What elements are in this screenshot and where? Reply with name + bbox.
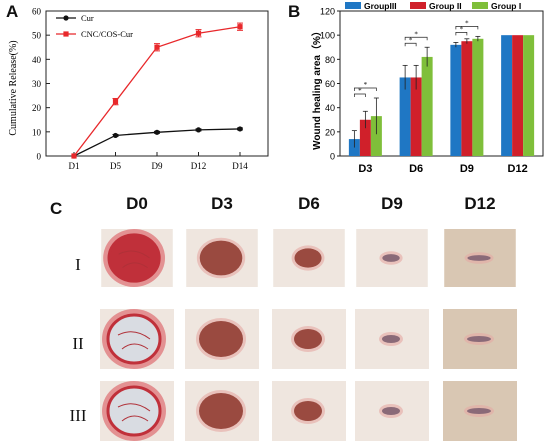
bar-D12-0 — [501, 35, 513, 156]
significance-bracket — [354, 93, 366, 97]
data-point — [154, 44, 160, 50]
legend-swatch — [345, 2, 361, 9]
significance-marker: * — [358, 87, 362, 95]
data-point — [195, 127, 202, 133]
x-tick-label: D12 — [508, 163, 528, 175]
significance-marker: * — [465, 19, 469, 27]
significance-bracket — [404, 36, 428, 41]
panel-a-label: A — [6, 2, 19, 21]
wound-photo-1-d0 — [101, 229, 173, 287]
data-point — [112, 99, 119, 105]
column-header-d0: D0 — [126, 194, 148, 213]
y-tick-label: 50 — [32, 31, 42, 41]
x-tick-label: D5 — [110, 161, 121, 171]
x-tick-label: D9 — [460, 163, 474, 175]
wound-photo-grid: C D0 D3 D6 D9 D12 I II III — [0, 194, 550, 441]
row-label-2: II — [72, 334, 84, 353]
bar-D6-0 — [399, 77, 411, 156]
y-tick-label: 40 — [325, 103, 335, 113]
legend-label: GroupIII — [364, 1, 397, 11]
data-point — [195, 30, 202, 36]
bar-D9-2 — [472, 38, 484, 156]
legend-label: Cur — [81, 13, 94, 23]
wound-photo-3-d3 — [185, 381, 259, 441]
column-header-d3: D3 — [211, 194, 233, 213]
significance-bracket — [455, 26, 479, 30]
bar-D12-2 — [523, 35, 535, 156]
data-point — [71, 153, 77, 159]
wound-photo-1-d6 — [273, 229, 345, 287]
row-label-1: I — [75, 255, 81, 274]
legend-label: CNC/COS-Cur — [81, 29, 133, 39]
column-header-d6: D6 — [298, 194, 320, 213]
wound-photo-3-d0 — [100, 381, 174, 441]
y-tick-label: 100 — [320, 31, 335, 41]
wound-photo-3-d12 — [443, 381, 517, 441]
bar-D6-1 — [410, 77, 422, 156]
data-point — [112, 132, 119, 139]
legend-marker — [63, 31, 69, 37]
wound-photo-2-d0 — [100, 309, 174, 369]
significance-bracket — [455, 32, 468, 36]
significance-marker: * — [409, 36, 413, 44]
y-tick-label: 20 — [32, 103, 42, 113]
wound-photo-3-d9 — [355, 381, 429, 441]
legend-swatch — [472, 2, 488, 9]
wound-photo-1-d3 — [186, 229, 258, 287]
significance-marker: * — [414, 30, 418, 38]
cumulative-release-chart: Cumulative Release(%) 0 10 20 30 40 50 60 D1 D5… — [8, 7, 269, 171]
row-label-3: III — [69, 406, 87, 425]
wound-photo-2-d3 — [185, 309, 259, 369]
significance-marker: * — [460, 25, 464, 33]
bar-D3-2 — [370, 116, 382, 156]
significance-bracket — [354, 87, 377, 91]
wound-photo-2-d9 — [355, 309, 429, 369]
legend-swatch — [410, 2, 426, 9]
bar-D3-1 — [359, 119, 371, 156]
data-point — [237, 24, 243, 30]
legend-label: Group II — [429, 1, 462, 11]
significance-marker: * — [364, 81, 368, 89]
wound-photo-1-d9 — [356, 229, 428, 287]
x-tick-label: D1 — [69, 161, 80, 171]
y-tick-label: 60 — [32, 7, 42, 17]
x-tick-label: D12 — [191, 161, 207, 171]
wound-healing-bar-chart: Wound healing area（%） 0 20 40 60 80 100 120 D3… — [310, 1, 544, 175]
legend-label: Group I — [491, 1, 521, 11]
chart-a-y-axis-label: Cumulative Release(%) — [8, 40, 19, 135]
bar-D9-0 — [450, 44, 462, 157]
y-tick-label: 120 — [320, 7, 335, 17]
significance-bracket — [404, 42, 417, 47]
panel-c-label: C — [50, 199, 63, 218]
y-tick-label: 0 — [37, 152, 42, 162]
y-tick-label: 0 — [330, 152, 335, 162]
x-tick-label: D6 — [409, 163, 423, 175]
wound-photo-2-d12 — [443, 309, 517, 369]
y-tick-label: 30 — [32, 79, 42, 89]
y-tick-label: 20 — [325, 127, 335, 137]
bar-D9-1 — [461, 41, 473, 157]
legend-marker — [63, 15, 69, 21]
x-tick-label: D3 — [358, 163, 372, 175]
chart-b-y-axis-label: Wound healing area（%） — [310, 26, 323, 150]
column-header-d12: D12 — [464, 194, 496, 213]
column-header-d9: D9 — [381, 194, 403, 213]
data-point — [237, 126, 243, 132]
y-tick-label: 10 — [32, 127, 42, 137]
x-tick-label: D14 — [232, 161, 248, 171]
wound-photo-3-d6 — [272, 381, 346, 441]
wound-photo-1-d12 — [444, 229, 516, 287]
bar-D12-1 — [512, 35, 524, 156]
y-tick-label: 80 — [325, 55, 335, 65]
wound-photo-2-d6 — [272, 309, 346, 369]
x-tick-label: D9 — [152, 161, 163, 171]
data-point — [154, 129, 160, 135]
bar-D6-2 — [421, 56, 433, 156]
y-tick-label: 40 — [32, 55, 42, 65]
panel-b-label: B — [288, 2, 301, 21]
y-tick-label: 60 — [325, 79, 335, 89]
